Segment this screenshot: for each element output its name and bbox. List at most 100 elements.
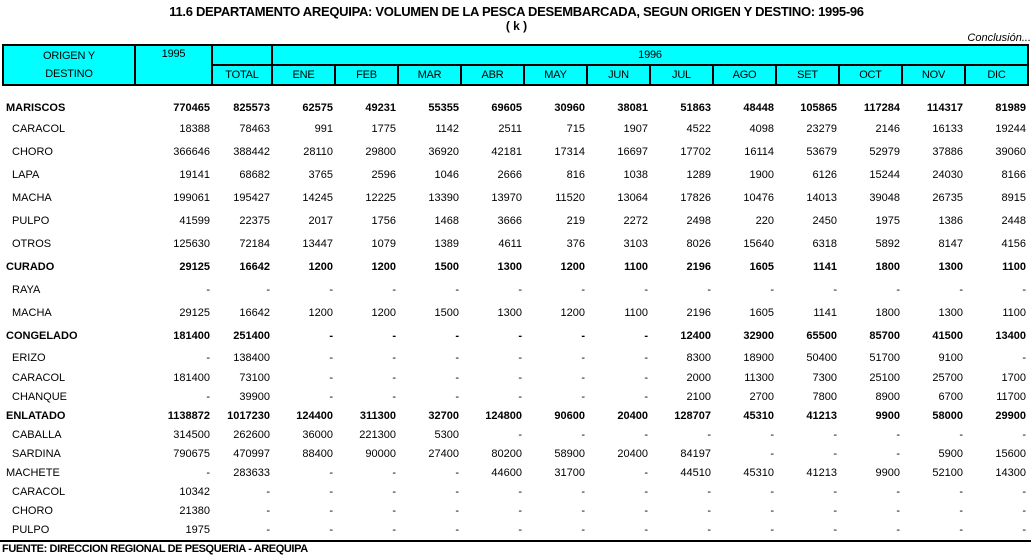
data-cell: 29125 [179,260,210,273]
data-cell: 1200 [308,306,333,319]
header-row-top: ORIGEN Y DESTINO 1995 1996 [2,44,1029,86]
data-cell: - [455,329,459,342]
month-header: JUN [586,64,651,86]
data-cell: 37886 [932,145,963,158]
data-cell: 1300 [497,306,522,319]
data-cell: 11520 [555,191,585,204]
data-cell: 73100 [239,371,270,384]
data-cell: - [959,523,963,536]
data-cell: - [644,523,648,536]
data-cell: - [581,371,585,384]
table-row: CARACOL 10342 - - - - - - - - - - - - - [3,482,1028,501]
data-cell: 19244 [995,122,1026,135]
row-label: MACHA [12,306,52,319]
data-cell: 12400 [680,329,711,342]
data-cell: 4098 [749,122,774,135]
data-cell: 42181 [491,145,522,158]
data-cell: - [392,371,396,384]
data-cell: 221300 [359,428,396,441]
table-header: ORIGEN Y DESTINO 1995 1996 TOTAL ENE FEB M… [2,44,1029,86]
data-cell: - [1022,351,1026,364]
data-cell: 125630 [173,237,210,250]
data-cell: 11300 [744,371,774,384]
row-label: MARISCOS [6,102,66,114]
data-cell: 53679 [806,145,837,158]
row-label: ERIZO [12,351,46,364]
data-cell: 3765 [308,168,333,181]
data-cell: 3666 [497,214,522,227]
data-cell: - [1022,283,1026,296]
data-cell: 1500 [434,306,459,319]
data-cell: 1775 [371,122,396,135]
row-label: CARACOL [12,371,66,384]
data-cell: - [455,351,459,364]
row-label: MACHA [12,191,52,204]
data-cell: 39900 [239,390,270,403]
data-cell: 11700 [996,390,1026,403]
data-cell: 8166 [1001,168,1026,181]
month-header: MAY [523,64,588,86]
row-label: CABALLA [12,428,62,441]
data-cell: 32700 [428,409,459,422]
data-cell: 18388 [179,122,210,135]
data-cell: - [1022,485,1026,498]
data-cell: - [770,523,774,536]
data-cell: 790675 [173,447,210,460]
table-row: PULPO 1975 - - - - - - - - - - - - - [3,520,1028,539]
data-cell: 2596 [371,168,396,181]
row-label: CURADO [6,260,55,273]
data-cell: 1100 [624,260,648,273]
data-cell: - [581,523,585,536]
data-cell: 2100 [686,390,711,403]
data-cell: 199061 [173,191,210,204]
data-cell: 1907 [623,122,648,135]
data-cell: - [518,504,522,517]
row-label: CONGELADO [6,329,78,342]
data-cell: 6700 [938,390,963,403]
data-cell: - [581,390,585,403]
data-cell: 39048 [869,191,900,204]
month-header: DIC [964,64,1029,86]
row-label: LAPA [12,168,40,181]
table-row: MACHA 199061 195427 14245 12225 13390 13970 115… [3,186,1028,209]
data-cell: 2666 [497,168,522,181]
data-cell: - [518,390,522,403]
data-cell: - [896,485,900,498]
data-cell: 2272 [623,214,648,227]
data-cell: 715 [566,122,585,135]
data-cell: 58000 [932,409,963,422]
data-cell: - [833,485,837,498]
data-cell: 991 [314,122,333,135]
data-cell: 23279 [806,122,837,135]
data-cell: - [392,329,396,342]
data-cell: 1300 [497,260,522,273]
data-cell: - [1022,428,1026,441]
data-cell: 8300 [686,351,711,364]
data-cell: - [518,351,522,364]
data-cell: 251400 [233,329,270,342]
data-cell: 1200 [308,260,333,273]
month-header: NOV [901,64,966,86]
data-cell: 219 [566,214,585,227]
data-cell: 1800 [875,306,900,319]
data-cell: 1141 [813,306,837,319]
data-cell: 49231 [365,102,396,114]
data-cell: 1800 [875,260,900,273]
data-cell: 90600 [554,409,585,422]
data-cell: 84197 [680,447,711,460]
data-cell: 770465 [173,102,210,114]
data-cell: 19141 [179,168,210,181]
data-cell: - [707,283,711,296]
data-cell: 50400 [806,351,837,364]
data-cell: 13064 [617,191,648,204]
data-cell: 2146 [875,122,900,135]
data-cell: 10342 [179,485,210,498]
data-cell: - [770,428,774,441]
data-cell: 20400 [617,409,648,422]
data-cell: - [329,485,333,498]
data-cell: - [644,329,648,342]
data-cell: - [455,371,459,384]
month-header: AGO [712,64,777,86]
data-cell: - [206,283,210,296]
data-cell: 2196 [686,260,711,273]
